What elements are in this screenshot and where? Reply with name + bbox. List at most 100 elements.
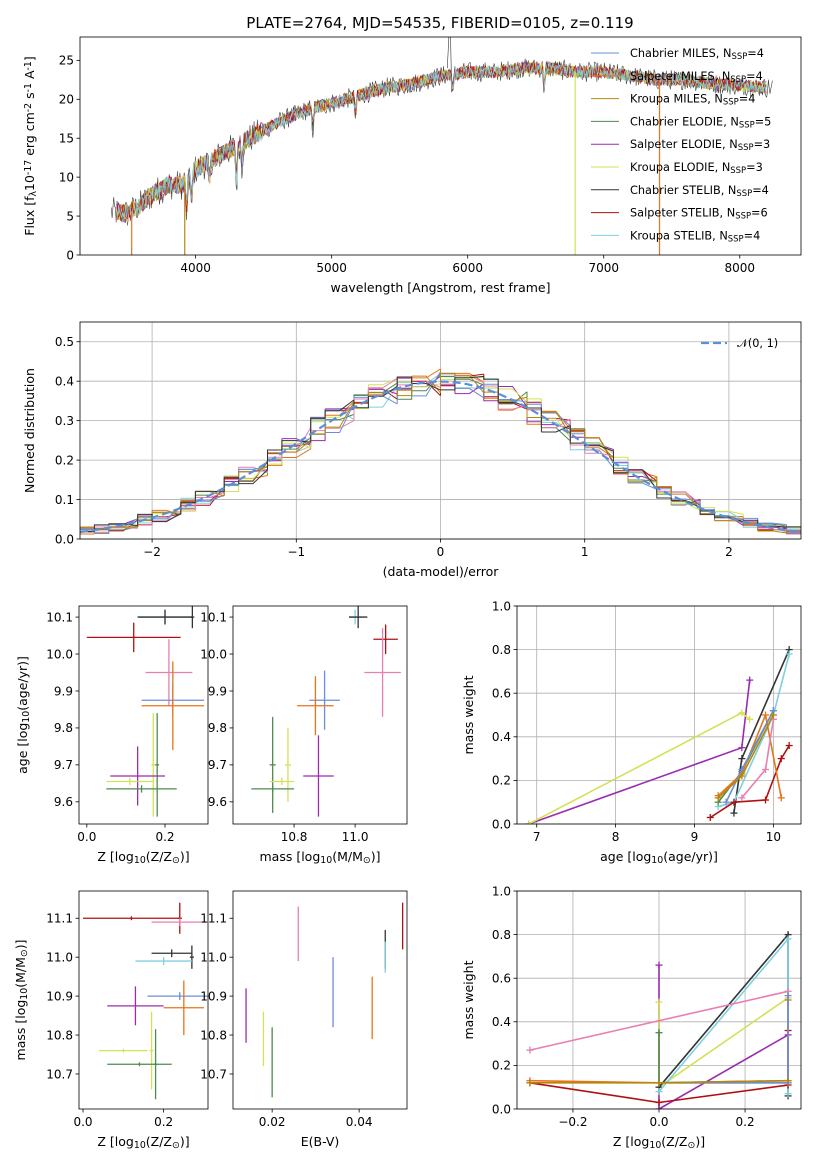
plot-area bbox=[86, 606, 205, 817]
x-axis-label: age [log10(age/yr)] bbox=[600, 849, 718, 866]
x-tick-label: 5000 bbox=[316, 261, 347, 275]
legend-label: Chabrier ELODIE, NSSP=5 bbox=[630, 115, 771, 129]
y-tick-label: 9.8 bbox=[208, 721, 227, 735]
y-tick-label: 1.0 bbox=[492, 884, 511, 898]
panels: 4000 5000 6000 7000 80000510152025wavelength… bbox=[13, 36, 802, 1151]
panel-residuals: −2 −1 0 1 2 0.0 0.1 0.2 0.3 0.4 0.5 (data-model)/er… bbox=[22, 321, 802, 579]
y-tick-label: 10.0 bbox=[200, 647, 227, 661]
panel-mass-vs-Z: 0.0 0.2 10.7 10.8 10.9 11.0 11.1 Z [log10(Z/Z⊙)… bbox=[13, 890, 209, 1151]
y-tick-label: 10.9 bbox=[200, 989, 227, 1003]
y-axis-label: mass weight bbox=[461, 960, 476, 1039]
panel-massweight-vs-Z: −0.2 0.0 0.2 0.0 0.2 0.4 0.6 0.8 1.0 Z [log10(Z/Z… bbox=[461, 884, 802, 1151]
y-tick-label: 15 bbox=[59, 132, 74, 146]
x-tick-label: 0.2 bbox=[155, 830, 174, 844]
plot-area bbox=[526, 931, 792, 1109]
legend-label: Kroupa MILES, NSSP=4 bbox=[630, 93, 755, 107]
x-axis-label: wavelength [Angstrom, rest frame] bbox=[330, 280, 550, 295]
axes-frame bbox=[79, 321, 802, 540]
y-tick-label: 9.6 bbox=[54, 795, 73, 809]
y-tick-label: 25 bbox=[59, 54, 74, 68]
axes-frame bbox=[232, 890, 408, 1110]
y-tick-label: 0.8 bbox=[492, 643, 511, 657]
legend-label: Kroupa STELIB, NSSP=4 bbox=[630, 229, 760, 243]
y-tick-label: 0.2 bbox=[492, 774, 511, 788]
plot-area bbox=[251, 606, 401, 817]
x-tick-label: 10 bbox=[766, 830, 781, 844]
x-tick-label: 2 bbox=[725, 545, 733, 559]
x-axis-label: E(B-V) bbox=[301, 1134, 340, 1149]
plot-area bbox=[245, 902, 404, 1098]
x-axis-label: (data-model)/error bbox=[383, 564, 500, 579]
y-tick-label: 10.7 bbox=[200, 1067, 227, 1081]
x-tick-label: 0.2 bbox=[736, 1115, 755, 1129]
spectrum-spike bbox=[447, 37, 452, 76]
x-tick-label: 0 bbox=[437, 545, 445, 559]
mass-weight-line bbox=[717, 712, 783, 798]
y-tick-label: 0.2 bbox=[55, 453, 74, 467]
x-tick-label: −1 bbox=[287, 545, 305, 559]
y-tick-label: 11.1 bbox=[46, 912, 73, 926]
y-tick-label: 0.2 bbox=[492, 1059, 511, 1073]
x-axis-label: Z [log10(Z/Z⊙)] bbox=[613, 1134, 705, 1151]
x-tick-label: 6000 bbox=[452, 261, 483, 275]
x-tick-label: 0.02 bbox=[259, 1115, 286, 1129]
y-tick-label: 10.9 bbox=[46, 989, 73, 1003]
legend-label: Salpeter ELODIE, NSSP=3 bbox=[630, 138, 770, 152]
spectrum-line bbox=[116, 61, 767, 218]
legend-label: Kroupa ELODIE, NSSP=3 bbox=[630, 161, 763, 175]
legend-label: Salpeter STELIB, NSSP=6 bbox=[630, 207, 768, 221]
y-axis-label: Normed distribution bbox=[22, 368, 37, 493]
mass-weight-line bbox=[529, 990, 789, 1051]
y-axis-label: Flux [fλ10-17 erg cm-2 s-1 A-1] bbox=[22, 56, 39, 235]
y-tick-label: 0.4 bbox=[492, 1015, 511, 1029]
y-tick-label: 10.8 bbox=[200, 1028, 227, 1042]
plot-area bbox=[525, 646, 793, 824]
x-tick-label: 0.2 bbox=[154, 1115, 173, 1129]
legend-label: 𝒩(0, 1) bbox=[737, 337, 778, 350]
y-tick-label: 10.1 bbox=[200, 610, 227, 624]
y-tick-label: 0.0 bbox=[492, 1102, 511, 1116]
y-tick-label: 9.8 bbox=[54, 721, 73, 735]
histogram-series bbox=[80, 375, 801, 532]
x-tick-label: 8000 bbox=[725, 261, 756, 275]
figure-title: PLATE=2764, MJD=54535, FIBERID=0105, z=0… bbox=[246, 14, 633, 32]
x-tick-label: 0.0 bbox=[73, 1115, 92, 1129]
x-tick-label: 0.04 bbox=[346, 1115, 373, 1129]
legend-label: Chabrier STELIB, NSSP=4 bbox=[630, 184, 769, 198]
y-tick-label: 10 bbox=[59, 170, 74, 184]
y-tick-label: 0.4 bbox=[55, 374, 74, 388]
normal-curve bbox=[80, 380, 801, 534]
y-tick-label: 0.5 bbox=[55, 335, 74, 349]
y-tick-label: 0.1 bbox=[55, 493, 74, 507]
y-tick-label: 9.6 bbox=[208, 795, 227, 809]
y-tick-label: 0.6 bbox=[492, 972, 511, 986]
y-tick-label: 10.1 bbox=[46, 610, 73, 624]
plot-area bbox=[83, 902, 208, 1100]
y-tick-label: 0 bbox=[66, 248, 74, 262]
x-axis-label: mass [log10(M/M⊙)] bbox=[260, 849, 381, 866]
x-tick-label: 7000 bbox=[588, 261, 619, 275]
x-tick-label: 1 bbox=[581, 545, 589, 559]
y-tick-label: 1.0 bbox=[492, 599, 511, 613]
x-axis-label: Z [log10(Z/Z⊙)] bbox=[97, 849, 189, 866]
axes-frame bbox=[232, 605, 408, 825]
y-tick-label: 0.6 bbox=[492, 687, 511, 701]
panel-age-vs-mass: 10.8 11.0 9.6 9.7 9.8 9.9 10.0 10.1 mass [log10(… bbox=[200, 605, 408, 866]
y-axis-label: mass [log10(M/M⊙)] bbox=[13, 940, 30, 1061]
x-tick-label: 4000 bbox=[180, 261, 211, 275]
plot-area bbox=[80, 368, 801, 535]
y-tick-label: 9.9 bbox=[208, 684, 227, 698]
x-tick-label: 0.0 bbox=[77, 830, 96, 844]
y-tick-label: 9.7 bbox=[54, 758, 73, 772]
panel-mass-vs-EBV: 0.02 0.04 10.7 10.8 10.9 11.0 11.1 E(B-V) bbox=[200, 890, 408, 1149]
axes-frame bbox=[78, 605, 209, 825]
y-axis-label: age [log10(age/yr)] bbox=[15, 656, 32, 774]
y-tick-label: 0.0 bbox=[492, 817, 511, 831]
panel-age-vs-Z: 0.0 0.2 9.6 9.7 9.8 9.9 10.0 10.1 Z [log10(Z/Z⊙)… bbox=[15, 605, 209, 866]
y-tick-label: 9.7 bbox=[208, 758, 227, 772]
axes-frame bbox=[78, 890, 209, 1110]
histogram-series bbox=[80, 371, 801, 534]
y-tick-label: 0.0 bbox=[55, 532, 74, 546]
